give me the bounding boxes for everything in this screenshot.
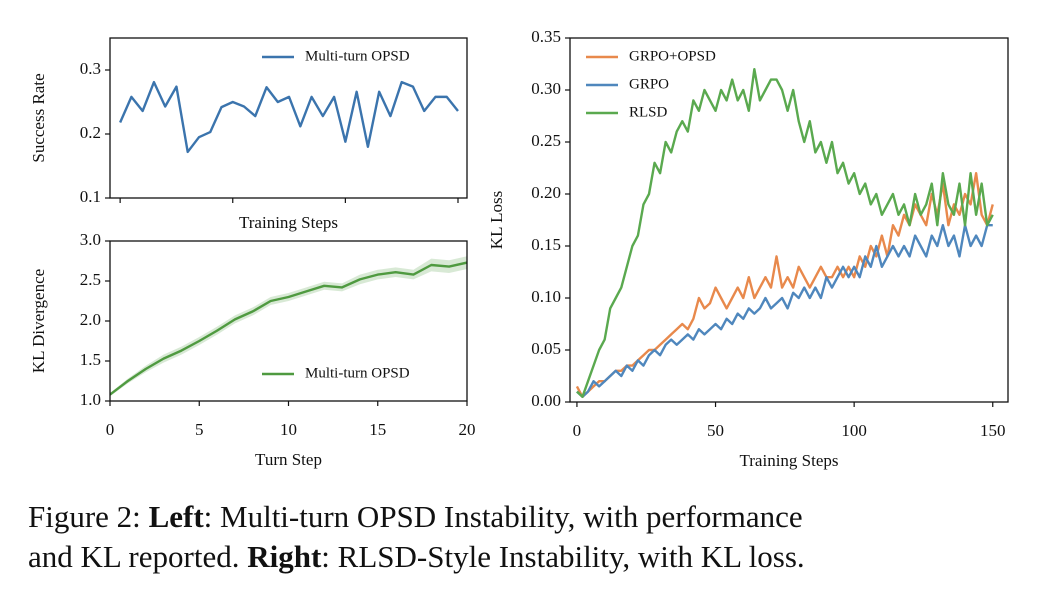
y-tick-label: 0.15	[531, 235, 561, 254]
axes-frame	[109, 240, 468, 402]
y-tick-label: 0.10	[531, 287, 561, 306]
error-band	[110, 256, 467, 397]
y-tick-label: 0.35	[531, 27, 561, 46]
x-tick-label: 150	[980, 421, 1006, 440]
caption-text: Figure 2:	[28, 499, 149, 534]
x-axis-label: Training Steps	[239, 213, 338, 232]
y-axis-label: Success Rate	[29, 73, 48, 162]
legend-label: Multi-turn OPSD	[305, 48, 410, 64]
series-line	[119, 80, 459, 154]
y-tick-label: 0.1	[80, 187, 101, 206]
plot-area	[110, 256, 467, 397]
legend-label: Multi-turn OPSD	[305, 365, 410, 381]
y-tick-label: 0.00	[531, 391, 561, 410]
y-tick-label: 0.30	[531, 79, 561, 98]
series-line	[576, 224, 993, 398]
caption-text: : Multi-turn OPSD Instability, with perf…	[203, 499, 803, 534]
caption-text: and KL reported.	[28, 539, 248, 574]
caption-text: : RLSD-Style Instability, with KL loss.	[321, 539, 805, 574]
legend-label: GRPO+OPSD	[629, 48, 716, 64]
x-tick-label: 5	[195, 420, 204, 439]
x-tick-label: 10	[280, 420, 297, 439]
axes-frame	[109, 37, 468, 199]
x-tick-label: 15	[369, 420, 386, 439]
plot-area	[119, 80, 459, 154]
y-tick-label: 2.5	[80, 270, 101, 289]
y-axis-label: KL Divergence	[29, 269, 48, 373]
y-axis-label: KL Loss	[487, 191, 506, 249]
x-tick-label: 0	[573, 421, 582, 440]
y-tick-label: 0.3	[80, 59, 101, 78]
series-line	[576, 68, 994, 398]
y-tick-label: 1.5	[80, 350, 101, 369]
plot-area	[575, 68, 994, 398]
series-line	[575, 172, 994, 398]
y-tick-label: 0.25	[531, 131, 561, 150]
figure: 0.1 0.2 0.3 Training Steps Success Rate Multi…	[29, 27, 1009, 470]
y-tick-label: 0.20	[531, 183, 561, 202]
x-tick-label: 50	[707, 421, 724, 440]
y-tick-label: 2.0	[80, 310, 101, 329]
y-tick-label: 3.0	[80, 230, 101, 249]
caption: Figure 2: Left: Multi-turn OPSD Instabil…	[28, 497, 805, 577]
caption-text: Left	[148, 499, 204, 534]
x-axis-label: Training Steps	[739, 451, 838, 470]
series-line	[110, 261, 467, 396]
x-tick-label: 100	[841, 421, 867, 440]
y-tick-label: 0.05	[531, 339, 561, 358]
y-tick-label: 0.2	[80, 123, 101, 142]
legend-label: GRPO	[629, 76, 669, 92]
axes-frame	[569, 37, 1009, 403]
x-tick-label: 20	[459, 420, 476, 439]
x-axis-label: Turn Step	[255, 450, 322, 469]
caption-text: Right	[247, 539, 322, 574]
x-tick-label: 0	[106, 420, 115, 439]
legend-label: RLSD	[629, 104, 668, 120]
y-tick-label: 1.0	[80, 390, 101, 409]
